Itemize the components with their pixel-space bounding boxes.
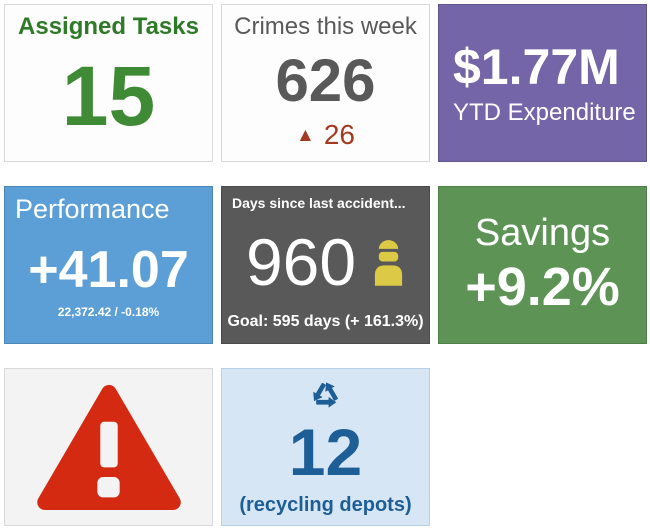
assigned-tasks-value: 15 [61, 49, 156, 143]
savings-title: Savings [474, 212, 611, 255]
accident-goal: Goal: 595 days (+ 161.3%) [227, 313, 424, 330]
expenditure-value: $1.77M [453, 38, 620, 95]
crimes-value: 626 [275, 47, 376, 114]
up-triangle-icon: ▲ [296, 124, 315, 146]
assigned-tasks-title: Assigned Tasks [18, 13, 199, 40]
expenditure-label: YTD Expenditure [453, 98, 636, 126]
crimes-title: Crimes this week [234, 13, 417, 40]
recycling-label: (recycling depots) [239, 494, 412, 516]
card-ytd-expenditure: $1.77M YTD Expenditure [438, 4, 647, 162]
worker-icon [372, 239, 405, 286]
accident-body: 960 [222, 211, 429, 313]
recycle-icon [310, 379, 341, 410]
performance-body: +41.07 22,372.42 / -0.18% [5, 225, 212, 343]
crimes-delta-value: 26 [323, 119, 355, 150]
warning-triangle-icon [36, 383, 182, 511]
card-warning [4, 368, 213, 526]
card-performance: Performance +41.07 22,372.42 / -0.18% [4, 186, 213, 344]
accident-value: 960 [245, 225, 357, 299]
card-assigned-tasks: Assigned Tasks 15 [4, 4, 213, 162]
card-recycling-depots: 12 (recycling depots) [221, 368, 430, 526]
performance-detail: 22,372.42 / -0.18% [57, 304, 160, 319]
performance-value: +41.07 [28, 240, 189, 299]
card-savings: Savings +9.2% [438, 186, 647, 344]
recycling-value: 12 [288, 415, 363, 489]
accident-title: Days since last accident... [232, 195, 406, 211]
card-crimes-this-week: Crimes this week 626 ▲ 26 [221, 4, 430, 162]
performance-title: Performance [15, 194, 170, 224]
crimes-delta: ▲ 26 [296, 121, 355, 149]
savings-value: +9.2% [465, 256, 620, 317]
card-days-since-accident: Days since last accident... 960 Goal: 59… [221, 186, 430, 344]
